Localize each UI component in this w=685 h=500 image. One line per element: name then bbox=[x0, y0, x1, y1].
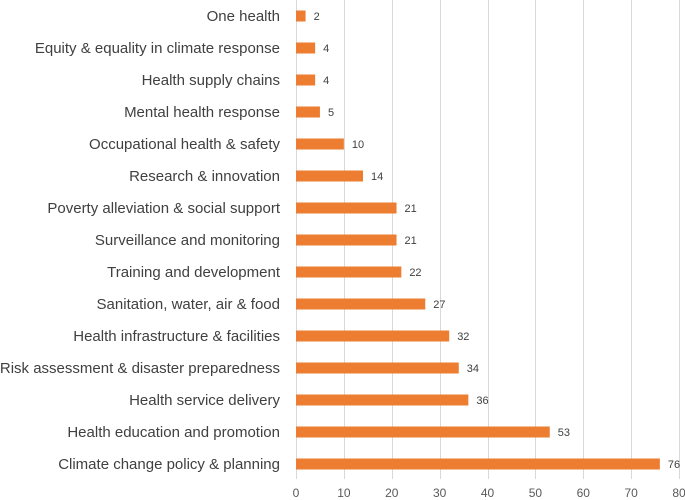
bar-2 bbox=[296, 74, 316, 86]
bar-12 bbox=[296, 394, 469, 406]
value-label-12: 36 bbox=[476, 395, 488, 407]
bar-8 bbox=[296, 266, 402, 278]
bar-3 bbox=[296, 106, 320, 118]
x-tick-label-70: 70 bbox=[624, 486, 638, 500]
bars bbox=[296, 10, 660, 470]
bar-0 bbox=[296, 10, 306, 22]
value-label-4: 10 bbox=[352, 139, 364, 151]
value-label-9: 27 bbox=[433, 299, 445, 311]
x-tick-label-20: 20 bbox=[385, 486, 399, 500]
category-label-9: Sanitation, water, air & food bbox=[97, 296, 280, 313]
bar-6 bbox=[296, 202, 397, 214]
bar-7 bbox=[296, 234, 397, 246]
category-label-0: One health bbox=[207, 8, 280, 25]
category-labels: One health Equity & equality in climate r… bbox=[0, 8, 281, 473]
value-label-1: 4 bbox=[323, 43, 329, 55]
x-axis-ticks: 0 10 20 30 40 50 60 70 80 bbox=[293, 486, 685, 500]
category-label-10: Health infrastructure & facilities bbox=[73, 328, 280, 345]
gridlines bbox=[296, 0, 680, 479]
value-label-14: 76 bbox=[668, 459, 680, 471]
category-label-4: Occupational health & safety bbox=[89, 136, 280, 153]
category-label-2: Health supply chains bbox=[142, 72, 280, 89]
x-tick-label-80: 80 bbox=[672, 486, 685, 500]
x-tick-label-0: 0 bbox=[293, 486, 300, 500]
value-label-2: 4 bbox=[323, 75, 329, 87]
category-label-5: Research & innovation bbox=[129, 168, 280, 185]
bar-5 bbox=[296, 170, 364, 182]
category-label-8: Training and development bbox=[107, 264, 281, 281]
value-label-7: 21 bbox=[405, 235, 417, 247]
category-label-13: Health education and promotion bbox=[67, 424, 280, 441]
value-labels: 2 4 4 5 10 14 21 21 22 27 32 34 36 53 76 bbox=[314, 11, 681, 471]
value-label-0: 2 bbox=[314, 11, 320, 23]
category-label-3: Mental health response bbox=[124, 104, 280, 121]
bar-11 bbox=[296, 362, 459, 374]
category-label-7: Surveillance and monitoring bbox=[95, 232, 280, 249]
category-label-14: Climate change policy & planning bbox=[58, 456, 280, 473]
x-tick-label-50: 50 bbox=[529, 486, 543, 500]
bar-4 bbox=[296, 138, 344, 150]
x-tick-label-30: 30 bbox=[433, 486, 447, 500]
value-label-11: 34 bbox=[467, 363, 479, 375]
category-label-12: Health service delivery bbox=[129, 392, 280, 409]
bar-10 bbox=[296, 330, 450, 342]
bar-9 bbox=[296, 298, 426, 310]
value-label-10: 32 bbox=[457, 331, 469, 343]
x-tick-label-60: 60 bbox=[577, 486, 591, 500]
bar-14 bbox=[296, 458, 660, 470]
value-label-8: 22 bbox=[409, 267, 421, 279]
value-label-3: 5 bbox=[328, 107, 334, 119]
bar-1 bbox=[296, 42, 316, 54]
category-label-1: Equity & equality in climate response bbox=[35, 40, 280, 57]
category-label-6: Poverty alleviation & social support bbox=[47, 200, 280, 217]
value-label-13: 53 bbox=[558, 427, 570, 439]
value-label-6: 21 bbox=[405, 203, 417, 215]
x-tick-label-40: 40 bbox=[481, 486, 495, 500]
x-tick-label-10: 10 bbox=[337, 486, 351, 500]
bar-13 bbox=[296, 426, 550, 438]
value-label-5: 14 bbox=[371, 171, 383, 183]
category-label-11: Risk assessment & disaster preparedness bbox=[0, 360, 280, 377]
